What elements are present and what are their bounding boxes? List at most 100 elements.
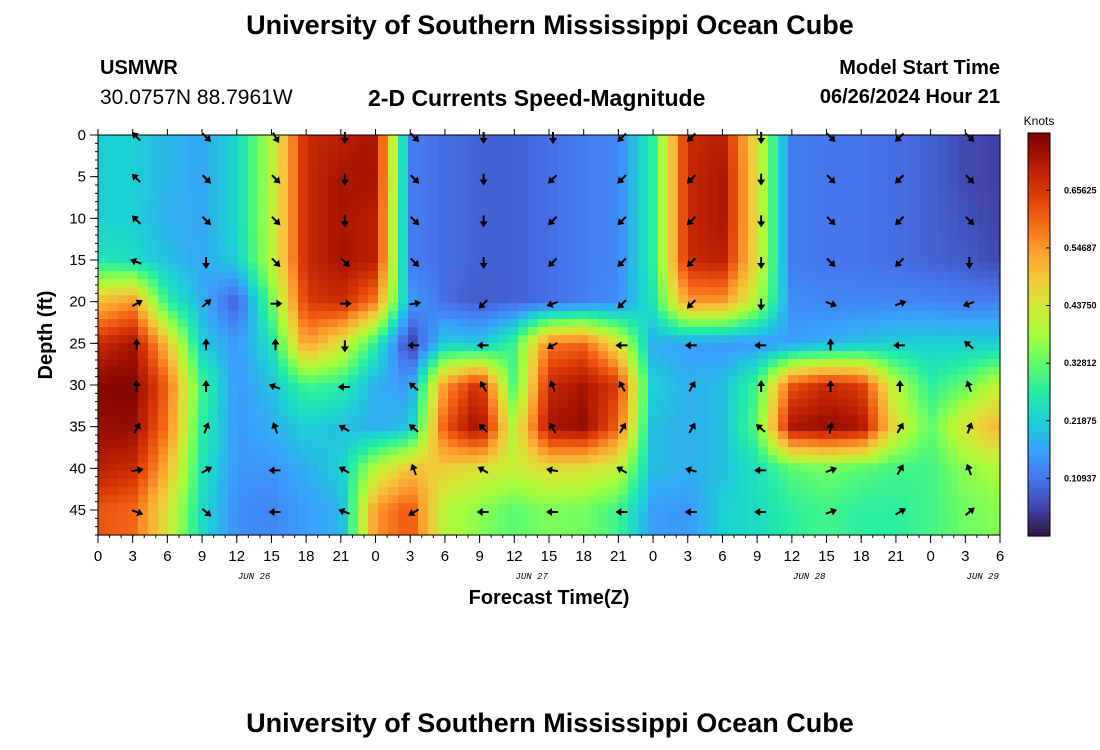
heat-cell (538, 191, 549, 200)
heat-cell (258, 343, 269, 352)
heat-cell (938, 463, 949, 472)
heat-cell (448, 471, 459, 480)
heat-cell (638, 175, 649, 184)
heat-cell (848, 191, 859, 200)
heat-cell (238, 287, 249, 296)
heat-cell (628, 263, 639, 272)
heat-cell (638, 151, 649, 160)
heat-cell (138, 231, 149, 240)
heat-cell (158, 151, 169, 160)
heat-cell (788, 319, 799, 328)
heat-cell (168, 271, 179, 280)
heat-cell (358, 311, 369, 320)
heat-cell (328, 503, 339, 512)
heat-cell (958, 511, 969, 520)
current-arrow (617, 216, 627, 226)
heat-cell (748, 271, 759, 280)
heat-cell (738, 247, 749, 256)
heat-cell (558, 359, 569, 368)
heat-cell (298, 143, 309, 152)
heat-cell (948, 495, 959, 504)
heat-cell (878, 375, 889, 384)
heat-cell (418, 463, 429, 472)
heat-cell (398, 159, 409, 168)
heat-cell (328, 143, 339, 152)
heat-cell (498, 279, 509, 288)
heat-cell (658, 415, 669, 424)
heat-cell (968, 383, 979, 392)
heat-cell (238, 415, 249, 424)
heat-cell (298, 199, 309, 208)
heat-cell (368, 271, 379, 280)
colorbar-segment (1028, 261, 1050, 267)
heat-cell (588, 319, 599, 328)
heat-cell (638, 167, 649, 176)
heat-cell (648, 255, 659, 264)
heat-cell (708, 487, 719, 496)
heat-cell (988, 399, 999, 408)
heat-cell (818, 487, 829, 496)
heat-cell (268, 503, 279, 512)
heat-cell (468, 279, 479, 288)
heat-cell (318, 215, 329, 224)
heat-cell (938, 511, 949, 520)
heat-cell (958, 207, 969, 216)
heat-cell (948, 359, 959, 368)
heat-cell (418, 487, 429, 496)
heat-cell (868, 247, 879, 256)
heat-cell (718, 455, 729, 464)
heat-cell (828, 359, 839, 368)
heat-cell (128, 327, 139, 336)
heat-cell (628, 255, 639, 264)
heat-cell (648, 327, 659, 336)
heat-cell (428, 479, 439, 488)
heat-cell (298, 167, 309, 176)
heat-cell (348, 511, 359, 520)
heat-cell (998, 447, 1001, 456)
heat-cell (738, 143, 749, 152)
heat-cell (188, 287, 199, 296)
heat-cell (278, 431, 289, 440)
heat-cell (588, 423, 599, 432)
heat-cell (668, 327, 679, 336)
heat-cell (508, 279, 519, 288)
heat-cell (848, 495, 859, 504)
heat-cell (358, 447, 369, 456)
heat-cell (598, 255, 609, 264)
heat-cell (878, 527, 889, 536)
heat-cell (278, 191, 289, 200)
heat-cell (288, 167, 299, 176)
heat-cell (128, 231, 139, 240)
heat-cell (668, 311, 679, 320)
heat-cell (518, 311, 529, 320)
heat-cell (148, 519, 159, 528)
heat-cell (118, 423, 129, 432)
heat-cell (438, 327, 449, 336)
heat-cell (968, 343, 979, 352)
heat-cell (218, 487, 229, 496)
heat-cell (458, 415, 469, 424)
heat-cell (388, 415, 399, 424)
heat-cell (428, 239, 439, 248)
heat-cell (348, 415, 359, 424)
heat-cell (158, 463, 169, 472)
heat-cell (848, 471, 859, 480)
heat-cell (828, 207, 839, 216)
heat-cell (488, 223, 499, 232)
heat-cell (558, 463, 569, 472)
heat-cell (578, 143, 589, 152)
heat-cell (738, 391, 749, 400)
heat-cell (528, 271, 539, 280)
heat-cell (428, 439, 439, 448)
heat-cell (238, 143, 249, 152)
heat-cell (748, 263, 759, 272)
heat-cell (768, 439, 779, 448)
heat-cell (978, 471, 989, 480)
heat-cell (898, 247, 909, 256)
heat-cell (978, 175, 989, 184)
heat-cell (508, 359, 519, 368)
heat-cell (668, 143, 679, 152)
heat-cell (938, 351, 949, 360)
heat-cell (268, 327, 279, 336)
heat-cell (348, 447, 359, 456)
